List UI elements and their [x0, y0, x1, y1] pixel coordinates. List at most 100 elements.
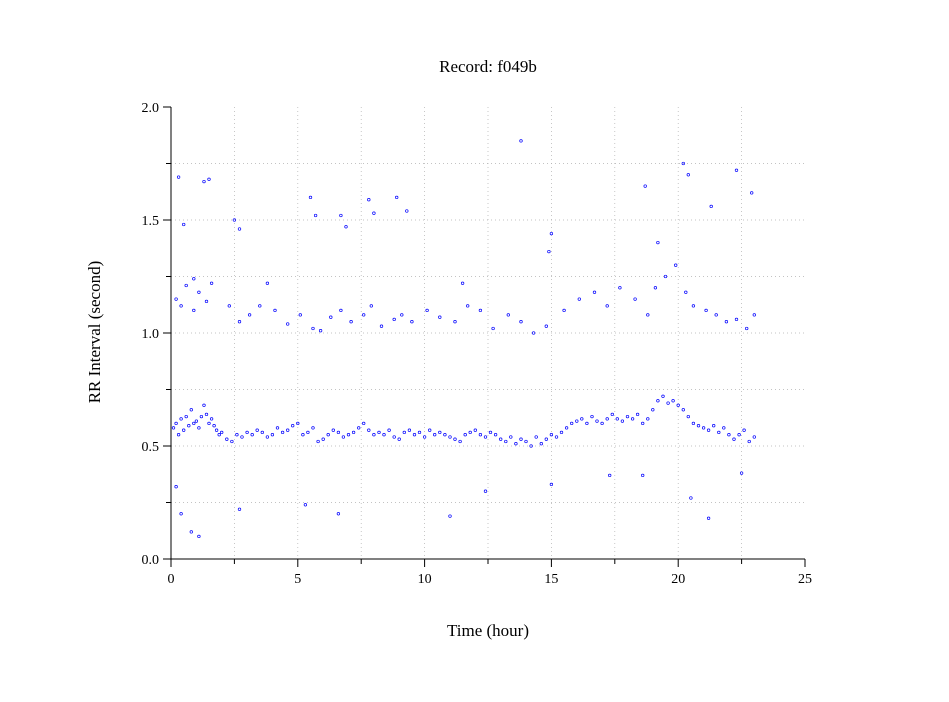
data-point — [483, 489, 488, 493]
data-point — [349, 320, 353, 324]
data-point — [369, 304, 373, 308]
data-point — [184, 283, 188, 288]
data-point — [732, 437, 736, 441]
data-point — [301, 433, 305, 437]
data-point — [260, 430, 264, 435]
data-point — [197, 534, 201, 539]
y-tick-label: 0.5 — [142, 440, 160, 455]
data-point — [250, 433, 254, 437]
data-point — [422, 435, 427, 439]
data-point — [701, 426, 706, 430]
data-point — [590, 414, 594, 419]
data-point — [187, 424, 191, 428]
data-point — [661, 394, 665, 398]
data-point — [506, 313, 510, 317]
data-point — [524, 439, 528, 444]
data-point — [696, 424, 701, 428]
data-point — [286, 322, 290, 326]
data-point — [752, 313, 756, 317]
data-point — [734, 317, 739, 322]
data-point — [428, 428, 432, 432]
data-point — [232, 218, 237, 222]
data-point — [663, 274, 668, 279]
data-point — [544, 324, 548, 328]
data-point — [666, 401, 670, 405]
data-point — [656, 240, 660, 245]
data-point — [519, 139, 523, 143]
x-axis-label: Time (hour) — [447, 621, 529, 640]
data-point — [265, 435, 270, 439]
data-point — [534, 435, 538, 439]
data-point — [514, 442, 518, 446]
data-point — [653, 286, 658, 290]
data-point — [357, 426, 361, 430]
data-point — [714, 313, 718, 317]
data-point — [318, 329, 323, 333]
x-tick-label: 0 — [168, 572, 175, 587]
data-point — [197, 290, 201, 294]
data-point — [491, 326, 495, 331]
data-point — [237, 227, 242, 231]
data-point — [298, 313, 302, 317]
data-point — [686, 173, 690, 177]
data-point — [395, 195, 399, 200]
data-point — [273, 308, 277, 313]
data-point — [341, 435, 346, 439]
data-point — [336, 430, 341, 435]
data-point — [549, 482, 554, 487]
data-point — [192, 277, 196, 281]
data-point — [214, 428, 219, 432]
data-point — [646, 313, 650, 317]
data-point — [547, 249, 551, 254]
data-point — [681, 408, 685, 412]
data-point — [176, 175, 181, 179]
data-point — [674, 263, 678, 267]
data-point — [275, 426, 280, 430]
data-point — [600, 421, 604, 426]
data-point — [174, 485, 178, 489]
data-point — [184, 414, 188, 419]
data-point — [265, 281, 270, 285]
data-point — [197, 426, 201, 430]
data-point — [438, 430, 442, 435]
data-point — [448, 435, 452, 439]
data-point — [237, 320, 242, 324]
data-point — [562, 308, 566, 313]
data-point — [192, 308, 196, 313]
data-point — [531, 331, 536, 335]
data-point — [466, 304, 470, 308]
data-point — [407, 428, 412, 432]
data-point — [207, 421, 211, 426]
data-point — [209, 417, 214, 421]
data-point — [592, 290, 597, 294]
data-point — [656, 399, 660, 403]
data-point — [291, 424, 295, 428]
data-point — [326, 433, 330, 437]
y-tick-label: 1.5 — [142, 214, 160, 229]
data-point — [220, 430, 224, 435]
data-point — [387, 428, 391, 432]
data-point — [509, 435, 513, 439]
data-point — [392, 317, 396, 322]
data-point — [564, 426, 569, 430]
data-point — [463, 433, 467, 437]
data-point — [397, 437, 401, 441]
data-point — [179, 512, 183, 516]
data-point — [453, 437, 457, 441]
data-point — [346, 433, 351, 437]
data-point — [433, 433, 437, 437]
data-point — [402, 430, 406, 435]
data-point — [362, 421, 366, 426]
data-point — [245, 430, 249, 435]
data-point — [752, 435, 756, 439]
data-point — [559, 430, 564, 435]
data-point — [577, 297, 581, 301]
data-point — [610, 412, 614, 417]
data-point — [303, 503, 308, 507]
y-tick-label: 2.0 — [142, 101, 160, 116]
x-tick-label: 5 — [294, 572, 301, 587]
data-point — [204, 299, 209, 304]
data-point — [595, 419, 599, 423]
data-point — [580, 417, 584, 421]
